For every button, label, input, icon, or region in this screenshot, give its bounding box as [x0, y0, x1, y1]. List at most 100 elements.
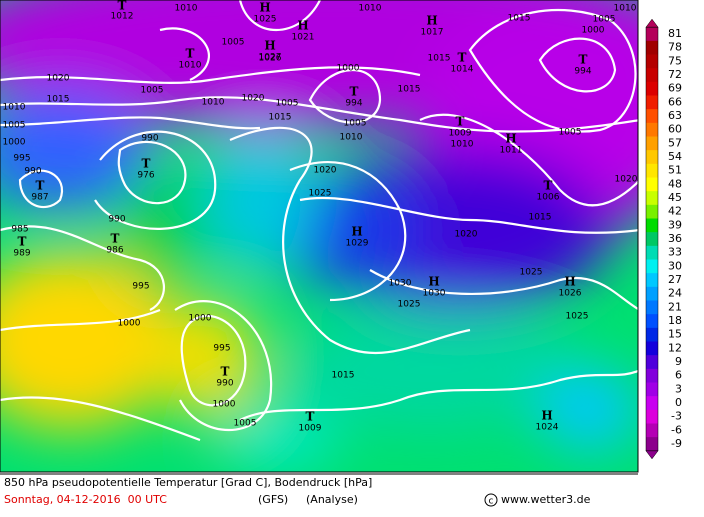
- isobar-labels: 1020 1015 1010 1005 1000 995 990 985 990…: [3, 4, 638, 429]
- colorbar-swatch: [646, 54, 658, 69]
- isobar-label: 1026: [259, 54, 282, 64]
- colorbar-label: 69: [668, 82, 682, 95]
- isobar-label: 1010: [340, 133, 363, 143]
- colorbar-swatch: [646, 273, 658, 288]
- system-value: 1009: [449, 129, 472, 139]
- colorbar-swatch: [646, 327, 658, 342]
- isobar-label: 995: [13, 154, 30, 164]
- system-value: 1011: [500, 146, 523, 156]
- system-value: 987: [31, 193, 48, 203]
- isobar-label: 1000: [582, 26, 605, 36]
- colorbar-swatch: [646, 355, 658, 370]
- colorbar-label: 54: [668, 150, 682, 163]
- system-symbol: H: [259, 1, 270, 15]
- system-value: 1030: [423, 289, 446, 299]
- isobar-label: 995: [132, 282, 149, 292]
- system-value: 994: [345, 99, 362, 109]
- map-frame: [0, 0, 639, 473]
- colorbar-label: 66: [668, 95, 682, 108]
- system-symbol: H: [541, 409, 552, 423]
- colorbar-label: 51: [668, 164, 682, 177]
- system-symbol: H: [264, 39, 275, 53]
- isobar-label: 1000: [3, 138, 26, 148]
- system-symbol: T: [456, 115, 465, 129]
- isobar-label: 1025: [398, 300, 421, 310]
- system-symbol: T: [186, 47, 195, 61]
- isobar-label: 1000: [189, 314, 212, 324]
- colorbar-swatch: [646, 259, 658, 274]
- isobar-label: 1010: [359, 4, 382, 14]
- colorbar-label: 27: [668, 273, 682, 286]
- system-value: 1010: [179, 61, 202, 71]
- colorbar-swatch: [646, 204, 658, 219]
- isobar-label: 1015: [332, 371, 355, 381]
- colorbar-swatch: [646, 95, 658, 110]
- colorbar: 8178757269666360575451484542393633302724…: [645, 18, 682, 460]
- isobar-label: 1020: [455, 230, 478, 240]
- isobar-label: 990: [24, 167, 41, 177]
- isobar-label: 1005: [234, 419, 257, 429]
- colorbar-cap-top: [645, 18, 659, 28]
- system-symbol: T: [111, 232, 120, 246]
- isobar-label: 990: [108, 215, 125, 225]
- colorbar-swatch: [646, 163, 658, 178]
- system-value: 990: [216, 379, 233, 389]
- isobars: [0, 0, 638, 442]
- isobar-label: 1015: [269, 113, 292, 123]
- system-symbol: H: [505, 132, 516, 146]
- isobar-label: 1010: [3, 103, 26, 113]
- colorbar-swatch: [646, 191, 658, 206]
- system-value: 1009: [299, 424, 322, 434]
- isobar-label: 1000: [118, 319, 141, 329]
- system-value: 989: [13, 249, 30, 259]
- colorbar-swatch: [646, 382, 658, 397]
- system-symbol: T: [142, 157, 151, 171]
- isobar-label: 1015: [508, 14, 531, 24]
- run: (Analyse): [306, 493, 358, 506]
- colorbar-label: 78: [668, 41, 682, 54]
- isobar-label: 1025: [520, 268, 543, 278]
- system-symbol: T: [36, 179, 45, 193]
- isobar-label: 1005: [559, 128, 582, 138]
- colorbar-label: 3: [675, 382, 682, 395]
- colorbar-swatch: [646, 396, 658, 411]
- colorbar-swatch: [646, 27, 658, 42]
- temperature-field: [0, 0, 638, 472]
- system-symbol: T: [579, 53, 588, 67]
- system-symbol: H: [297, 19, 308, 33]
- copyright-icon: [484, 493, 498, 507]
- colorbar-label: 21: [668, 300, 682, 313]
- isobar-label: 1005: [141, 86, 164, 96]
- colorbar-cap-bottom: [645, 450, 659, 460]
- credit: www.wetter3.de: [501, 493, 591, 506]
- colorbar-label: -3: [671, 410, 682, 423]
- colorbar-swatch: [646, 423, 658, 438]
- isobar-label: 1020: [242, 94, 265, 104]
- isobar-label: 1025: [309, 189, 332, 199]
- colorbar-swatch: [646, 437, 658, 452]
- colorbar-label: 60: [668, 123, 682, 136]
- system-value: 986: [106, 246, 123, 256]
- colorbar-swatch: [646, 232, 658, 247]
- colorbar-label: 48: [668, 177, 682, 190]
- system-symbol: H: [426, 14, 437, 28]
- system-value: 1024: [536, 423, 559, 433]
- system-symbol: H: [351, 225, 362, 239]
- isobar-label: 990: [141, 134, 158, 144]
- colorbar-swatch: [646, 136, 658, 151]
- system-value: 1026: [559, 289, 582, 299]
- colorbar-swatch: [646, 300, 658, 315]
- colorbar-swatch: [646, 245, 658, 260]
- colorbar-label: 30: [668, 259, 682, 272]
- system-value: 1017: [421, 28, 444, 38]
- colorbar-label: 12: [668, 341, 682, 354]
- colorbar-label: 57: [668, 136, 682, 149]
- isobar-label: 1005: [3, 121, 26, 131]
- colorbar-label: 63: [668, 109, 682, 122]
- system-symbol: T: [18, 235, 27, 249]
- colorbar-swatch: [646, 177, 658, 192]
- colorbar-swatch: [646, 122, 658, 137]
- system-symbol: T: [118, 0, 127, 13]
- system-symbol: T: [544, 179, 553, 193]
